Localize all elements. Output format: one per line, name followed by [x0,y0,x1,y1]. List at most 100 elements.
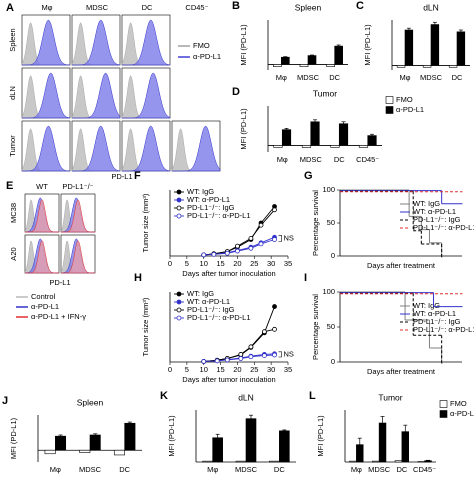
legend-label: PD-L1⁻/⁻: IgG [413,317,461,326]
x-axis-label: PD-L1 [49,278,70,287]
bar [202,460,213,463]
bar [394,460,403,463]
data-point [272,304,277,309]
x-tick-label: CD45⁻ [356,155,379,164]
bar [279,430,290,463]
data-point [224,250,230,256]
x-tick-label: MDSC [297,73,320,82]
y-tick-label: 100 [322,185,335,194]
x-axis-label: Days after treatment [367,367,436,376]
ifn-histogram [61,240,95,274]
x-axis-label: Days after tumor inoculation [182,375,275,384]
ifn-histogram [25,240,59,274]
legend-label: PD-L1⁻/⁻: α-PD-L1 [413,223,474,232]
bar [356,444,364,463]
x-tick-label: 35 [284,259,292,268]
x-tick-label: MDSC [300,155,323,164]
legend-label: FMO [450,399,467,408]
y-tick-label: 50 [327,218,335,227]
chart-title: dLN [238,392,254,402]
bar [273,64,282,67]
bar [301,145,312,148]
legend-label: FMO [396,95,413,104]
x-tick-label: MDSC [235,465,258,474]
panel-letter: A [6,2,14,14]
legend-label: α-PD-L1 [396,105,424,114]
data-point [272,326,277,332]
column-label: DC [142,3,153,12]
y-axis-label: Percentage survival [311,294,320,360]
bar [273,145,283,148]
bar [245,418,257,463]
row-label: dLN [8,86,17,100]
x-tick-label: Mφ [207,465,218,474]
data-point [235,243,240,249]
bracket [278,351,282,358]
legend-label: WT: IgG [413,301,440,310]
data-point [272,207,277,213]
x-tick-label: 20 [233,259,241,268]
legend-label: Control [31,292,56,301]
bar [378,422,387,463]
column-label: CD45⁻ [185,3,208,12]
bar [307,55,317,65]
data-point [258,241,264,247]
legend-marker [176,291,182,297]
stained-histogram [122,19,171,66]
x-tick-label: Mφ [276,73,287,82]
y-axis-label: Percentage survival [311,190,320,256]
stained-histogram [172,125,221,172]
y-axis-label: Tumor size (mm³) [141,297,150,356]
legend-label: α-PD-L1 + IFN-γ [31,312,86,321]
column-label: WT [36,182,48,191]
legend-marker [176,299,182,305]
y-tick-label: 0 [331,357,335,366]
x-tick-label: 15 [216,259,224,268]
data-point [238,356,244,361]
panel-letter: I [304,272,307,284]
data-point [201,252,207,258]
stained-histogram [22,19,71,66]
y-axis-label: MFI (PD-L1) [9,417,18,459]
bar [422,65,432,68]
x-tick-label: MDSC [420,73,443,82]
x-tick-label: DC [396,465,407,474]
row-label: Spleen [8,28,17,51]
data-point [201,359,207,364]
x-tick-label: 30 [267,365,275,374]
legend-label: α-PD-L1 [31,302,59,311]
bar [338,123,349,146]
legend-label: PD-L1⁻/⁻: α-PD-L1 [187,313,251,322]
legend-swatch [385,106,394,114]
legend-label: WT: IgG [187,187,214,196]
x-tick-label: DC [274,465,285,474]
y-axis-label: MFI (PD-L1) [167,415,176,457]
panel-letter: C [356,0,364,12]
panel-letter: B [232,0,240,12]
bar [371,460,380,463]
x-tick-label: MDSC [79,465,102,474]
bar [124,422,136,451]
row-label: MC38 [9,203,18,223]
legend-label: PD-L1⁻/⁻: IgG [413,215,461,224]
chart-title: Tumor [313,88,337,98]
bar [401,431,409,463]
x-tick-label: DC [334,155,345,164]
chart-title: Tumor [378,392,402,402]
panel-letter: G [304,170,313,182]
y-axis-label: Tumor size (mm³) [141,193,150,252]
bar [44,449,56,455]
data-point [272,352,277,358]
data-point [248,245,254,251]
bracket [278,235,282,242]
x-axis-label: Days after treatment [367,261,436,270]
bar [281,129,292,146]
data-point [235,248,240,254]
panel-letter: K [160,390,168,402]
x-tick-label: Mφ [50,465,61,474]
y-axis-label: MFI (PD-L1) [363,24,372,66]
data-point [211,251,217,257]
stained-histogram [72,19,121,66]
bar [326,64,335,67]
data-point [238,352,244,357]
